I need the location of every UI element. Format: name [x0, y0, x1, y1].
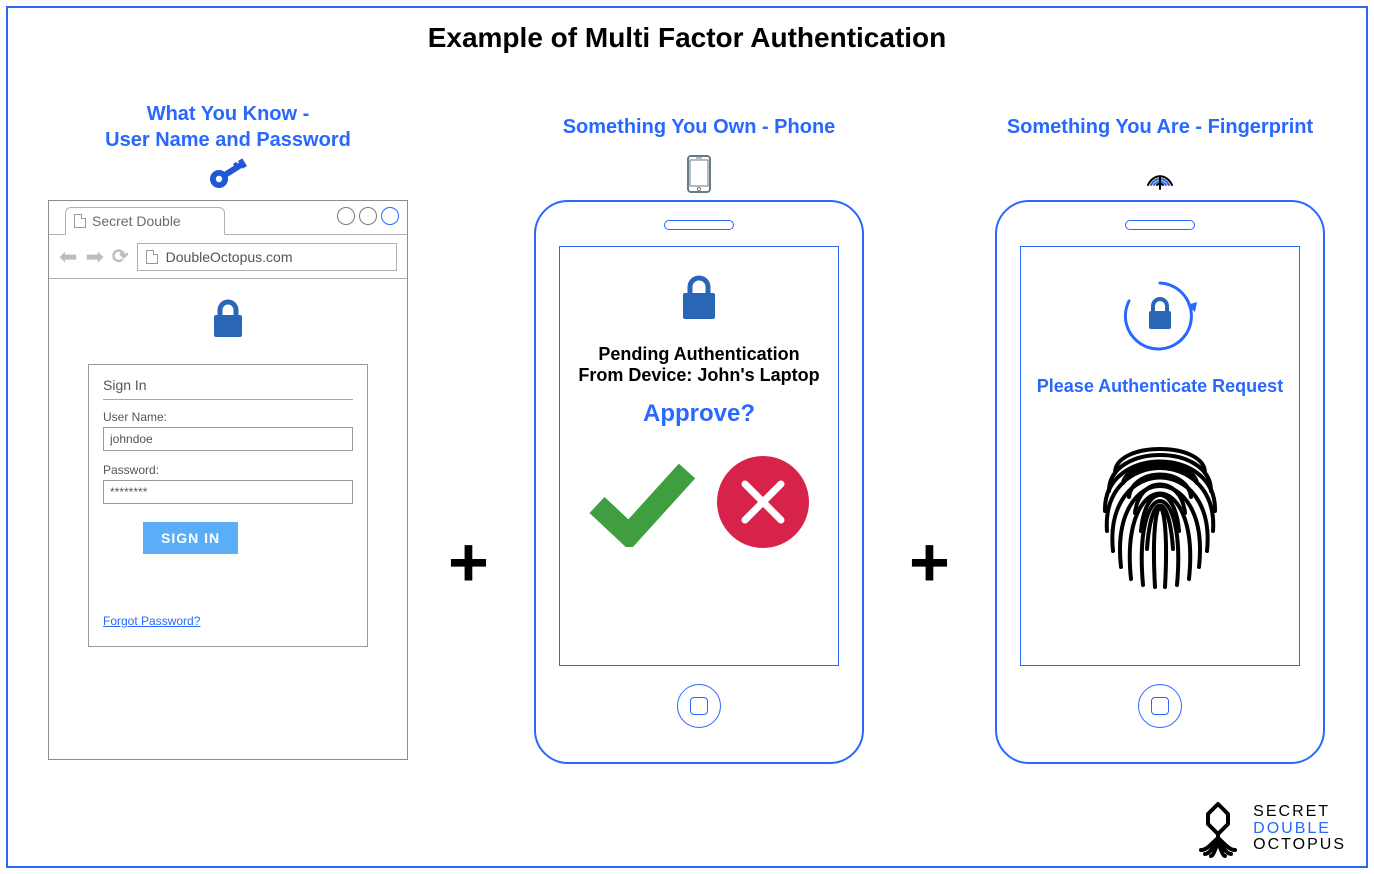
factor-own-heading: Something You Own - Phone [563, 100, 836, 154]
password-label: Password: [103, 463, 353, 477]
signin-button[interactable]: SIGN IN [143, 522, 238, 554]
factors-row: What You Know - User Name and Password [38, 100, 1340, 764]
window-dot-icon[interactable] [381, 207, 399, 225]
brand-line3: OCTOPUS [1253, 837, 1346, 854]
factor-are-column: Something You Are - Fingerprint [980, 100, 1340, 764]
octopus-icon [1193, 800, 1243, 858]
brand-line2: DOUBLE [1253, 821, 1346, 838]
lock-icon [675, 271, 723, 328]
file-icon [146, 250, 158, 264]
forward-icon[interactable]: ➡ [85, 244, 103, 270]
window-controls [337, 207, 399, 225]
checkmark-icon[interactable] [587, 457, 697, 552]
approve-label: Approve? [643, 400, 755, 428]
factor-are-heading: Something You Are - Fingerprint [1007, 100, 1313, 154]
browser-toolbar: ⬅ ➡ ⟳ DoubleOctopus.com [49, 235, 407, 279]
phone-speaker-icon [1125, 220, 1195, 230]
factor-know-column: What You Know - User Name and Password [38, 100, 418, 760]
window-dot-icon[interactable] [337, 207, 355, 225]
phone-speaker-icon [664, 220, 734, 230]
username-input[interactable] [103, 427, 353, 451]
browser-tabbar: Secret Double [49, 201, 407, 235]
factor-know-heading-line2: User Name and Password [105, 127, 351, 153]
diagram-frame: Example of Multi Factor Authentication W… [6, 6, 1368, 868]
url-bar[interactable]: DoubleOctopus.com [137, 243, 397, 271]
home-button[interactable] [1138, 684, 1182, 728]
url-text: DoubleOctopus.com [166, 249, 293, 265]
factor-know-heading: What You Know - User Name and Password [105, 100, 351, 154]
pending-line2: From Device: John's Laptop [578, 365, 819, 386]
signin-title: Sign In [103, 377, 353, 400]
phone-icon [687, 154, 711, 194]
auth-spinner-icon [1115, 271, 1205, 366]
approve-icons-row [587, 454, 811, 555]
window-dot-icon[interactable] [359, 207, 377, 225]
file-icon [74, 214, 86, 228]
forgot-password-link[interactable]: Forgot Password? [103, 614, 353, 628]
phone-own: Pending Authentication From Device: John… [534, 200, 864, 764]
reload-icon[interactable]: ⟳ [112, 244, 129, 269]
browser-window: Secret Double ⬅ ➡ ⟳ DoubleOctopus.com [48, 200, 408, 760]
password-input[interactable] [103, 480, 353, 504]
home-button[interactable] [677, 684, 721, 728]
phone-are-screen: Please Authenticate Request [1020, 246, 1300, 666]
page-title: Example of Multi Factor Authentication [8, 22, 1366, 54]
auth-request-label: Please Authenticate Request [1037, 376, 1283, 397]
key-icon [208, 154, 248, 194]
cross-icon[interactable] [715, 454, 811, 555]
lock-icon [208, 297, 248, 346]
fingerprint-large-icon[interactable] [1085, 423, 1235, 598]
browser-tab[interactable]: Secret Double [65, 207, 225, 235]
plus-icon: + [900, 522, 960, 602]
brand-logo: SECRET DOUBLE OCTOPUS [1193, 800, 1346, 858]
brand-line1: SECRET [1253, 804, 1346, 821]
browser-tab-label: Secret Double [92, 213, 181, 229]
signin-card: Sign In User Name: Password: SIGN IN For… [88, 364, 368, 647]
phone-own-screen: Pending Authentication From Device: John… [559, 246, 839, 666]
brand-text: SECRET DOUBLE OCTOPUS [1253, 804, 1346, 854]
browser-body: Sign In User Name: Password: SIGN IN For… [49, 279, 407, 759]
plus-icon: + [439, 522, 499, 602]
username-label: User Name: [103, 410, 353, 424]
factor-know-heading-line1: What You Know - [105, 101, 351, 127]
phone-are: Please Authenticate Request [995, 200, 1325, 764]
pending-line1: Pending Authentication [598, 344, 799, 365]
fingerprint-small-icon [1143, 154, 1177, 194]
factor-own-column: Something You Own - Phone [519, 100, 879, 764]
back-icon[interactable]: ⬅ [59, 244, 77, 270]
